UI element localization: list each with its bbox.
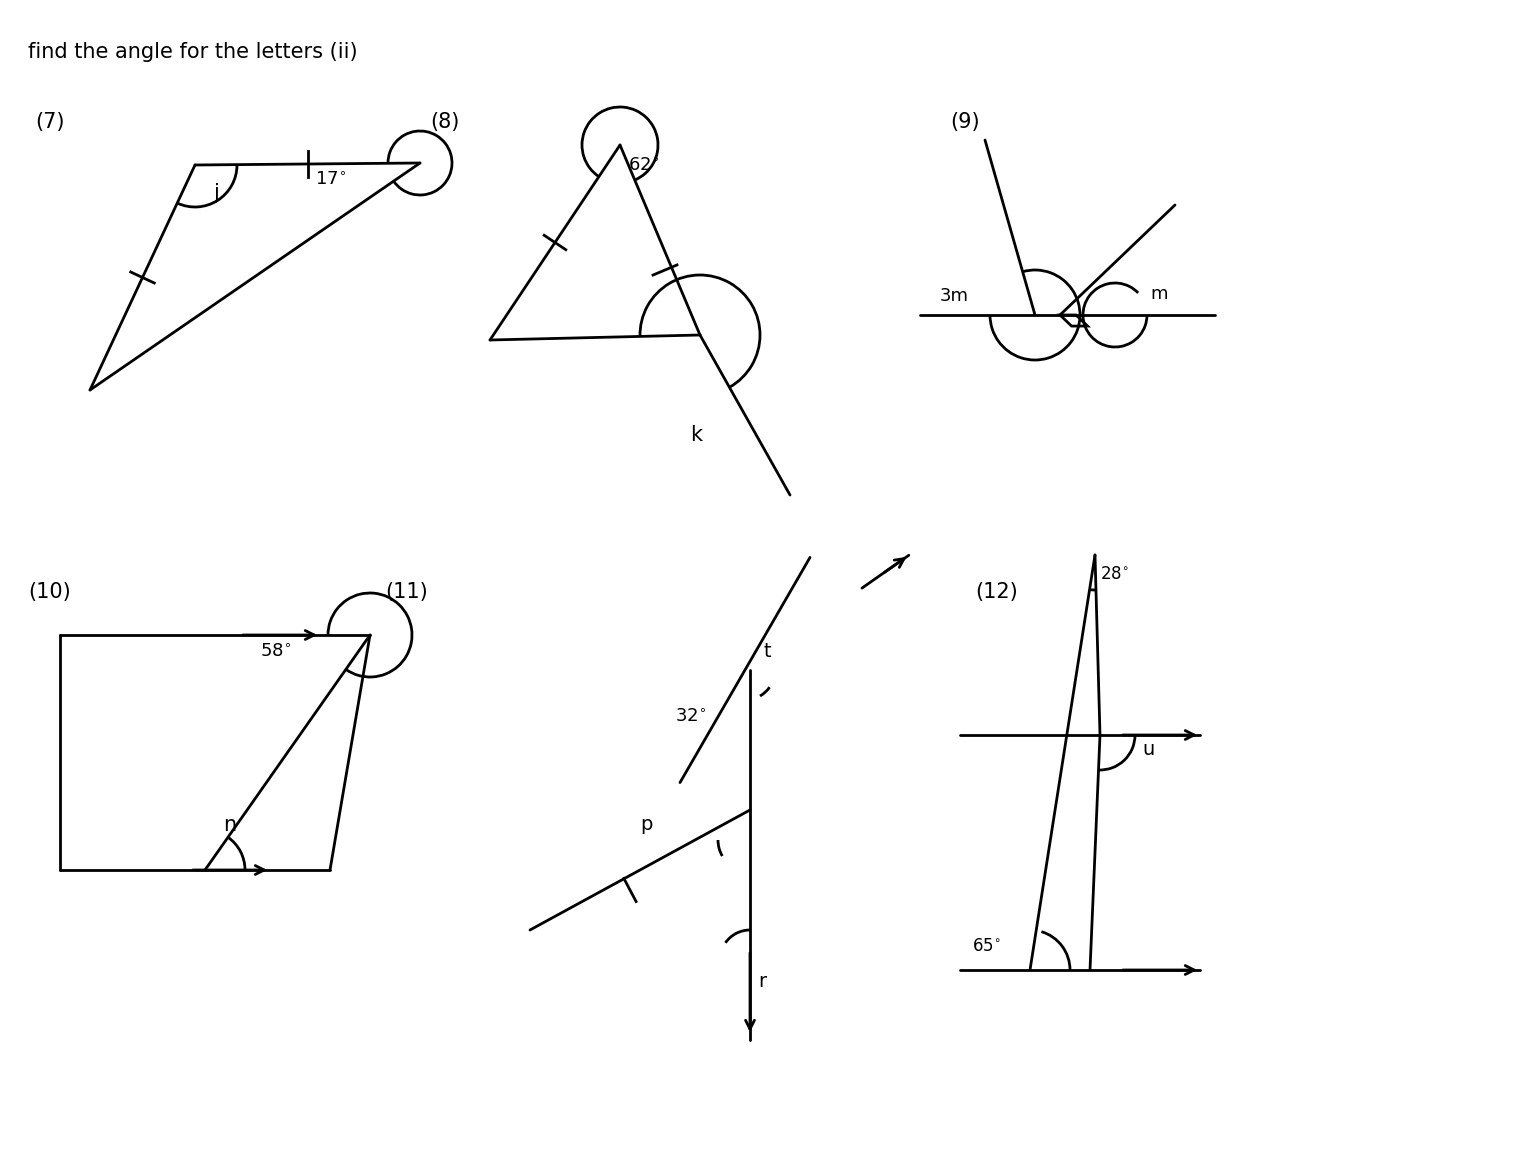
Text: (10): (10) bbox=[27, 581, 71, 602]
Text: (7): (7) bbox=[35, 112, 64, 132]
Text: j: j bbox=[213, 183, 219, 203]
Text: 17$^{\circ}$: 17$^{\circ}$ bbox=[315, 171, 347, 188]
Text: 58$^{\circ}$: 58$^{\circ}$ bbox=[260, 643, 290, 661]
Text: p: p bbox=[640, 815, 652, 833]
Text: n: n bbox=[223, 815, 236, 835]
Text: (11): (11) bbox=[385, 581, 427, 602]
Text: t: t bbox=[763, 642, 771, 661]
Text: find the angle for the letters (ii): find the angle for the letters (ii) bbox=[27, 42, 357, 62]
Text: (9): (9) bbox=[950, 112, 979, 132]
Text: 28$^{\circ}$: 28$^{\circ}$ bbox=[1100, 565, 1129, 583]
Text: (12): (12) bbox=[974, 581, 1018, 602]
Text: 65$^{\circ}$: 65$^{\circ}$ bbox=[971, 938, 1000, 955]
Text: u: u bbox=[1142, 740, 1154, 759]
Text: 62$^{\circ}$: 62$^{\circ}$ bbox=[628, 157, 660, 175]
Text: (8): (8) bbox=[430, 112, 459, 132]
Text: 32$^{\circ}$: 32$^{\circ}$ bbox=[675, 707, 705, 726]
Text: 3m: 3m bbox=[939, 287, 970, 305]
Text: k: k bbox=[690, 425, 702, 445]
Text: r: r bbox=[758, 972, 766, 991]
Text: m: m bbox=[1151, 286, 1167, 303]
